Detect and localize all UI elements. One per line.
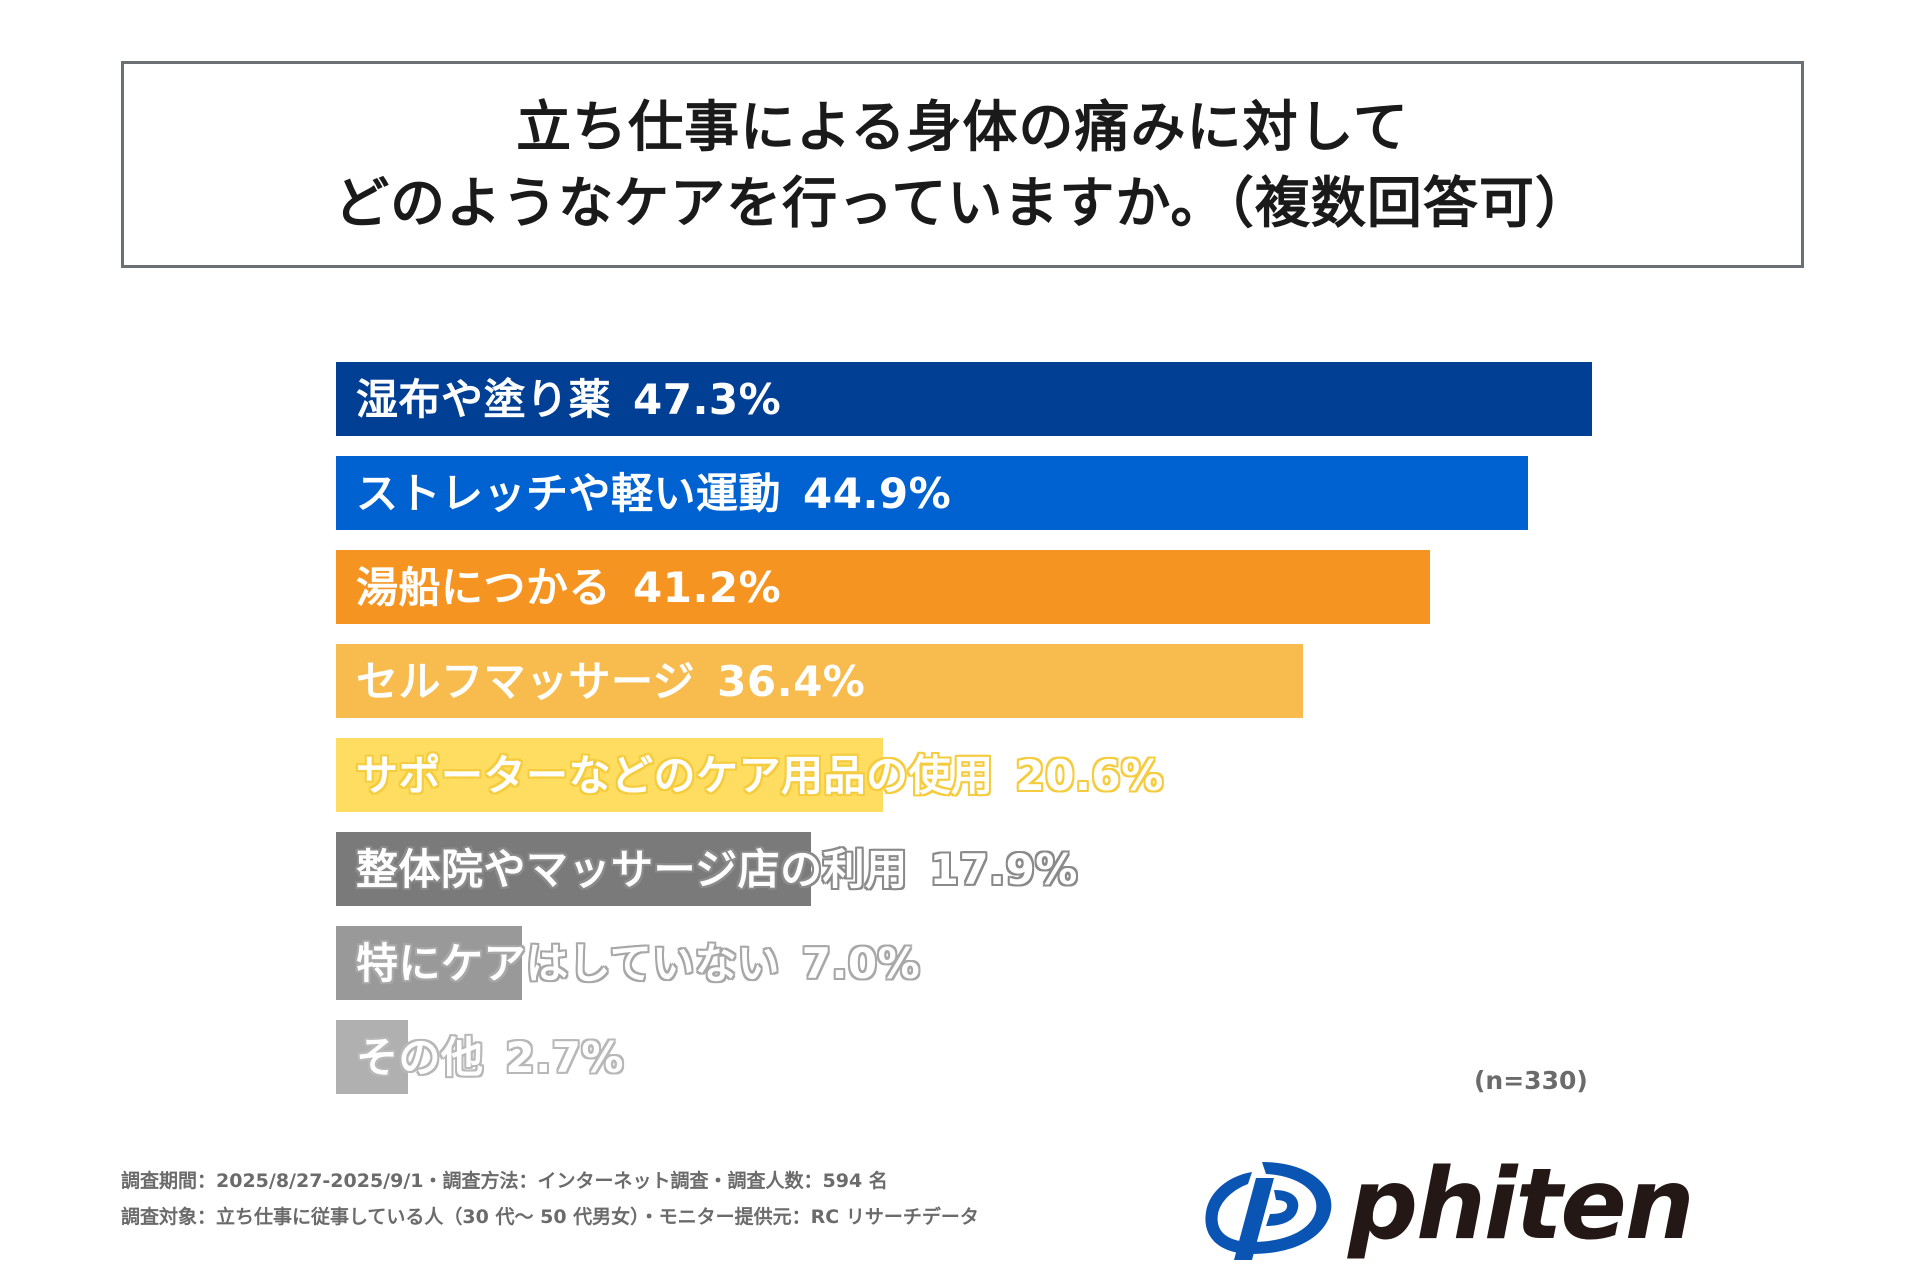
bar-label: 特にケアはしていない 7.0% [356, 926, 920, 1000]
phiten-logotype: phiten [1347, 1150, 1693, 1260]
value-label: 7.0% [801, 939, 921, 988]
category-label: 整体院やマッサージ店の利用 [356, 845, 908, 894]
bar [336, 1020, 408, 1094]
category-label: セルフマッサージ [356, 657, 696, 706]
bar-label: その他 2.7% [356, 1020, 624, 1094]
value-label: 41.2% [633, 563, 782, 612]
bar-label: 湯船につかる 41.2% [356, 550, 781, 624]
bar [336, 456, 1528, 530]
value-label: 36.4% [717, 657, 866, 706]
sample-size: (n=330) [1474, 1066, 1588, 1095]
chart-title-line-1: 立ち仕事による身体の痛みに対して [516, 94, 1409, 159]
category-label: 特にケアはしていない [356, 939, 780, 988]
category-label: その他 [356, 1033, 484, 1082]
bar [336, 644, 1303, 718]
value-label: 17.9% [929, 845, 1078, 894]
bar [336, 832, 811, 906]
value-label: 20.6% [1015, 751, 1164, 800]
title-box: 立ち仕事による身体の痛みに対して どのようなケアを行っていますか。（複数回答可） [121, 61, 1804, 268]
category-label: ストレッチや軽い運動 [356, 469, 782, 518]
category-label: 湿布や塗り薬 [356, 375, 612, 424]
phiten-logo: phiten [1205, 1150, 1695, 1260]
bar [336, 738, 883, 812]
bar-label: 整体院やマッサージ店の利用 17.9% [356, 832, 1078, 906]
bar [336, 362, 1592, 436]
category-label: サポーターなどのケア用品の使用 [356, 751, 994, 800]
bar [336, 550, 1430, 624]
value-label: 2.7% [505, 1033, 624, 1082]
bar [336, 926, 522, 1000]
value-label: 44.9% [803, 469, 952, 518]
value-label: 47.3% [633, 375, 782, 424]
survey-info-line-1: 調査期間：2025/8/27-2025/9/1・調査方法：インターネット調査・調… [121, 1170, 888, 1192]
category-label: 湯船につかる [356, 563, 612, 612]
survey-info-line-2: 調査対象：立ち仕事に従事している人（30 代～ 50 代男女）・モニター提供元：… [121, 1206, 979, 1228]
bar-label: セルフマッサージ 36.4% [356, 644, 865, 718]
bar-label: サポーターなどのケア用品の使用 20.6% [356, 738, 1164, 812]
bar-label: ストレッチや軽い運動 44.9% [356, 456, 951, 530]
chart-title-line-2: どのようなケアを行っていますか。（複数回答可） [334, 170, 1591, 235]
bar-label: 湿布や塗り薬 47.3% [356, 362, 781, 436]
phiten-mark-icon [1205, 1162, 1332, 1260]
